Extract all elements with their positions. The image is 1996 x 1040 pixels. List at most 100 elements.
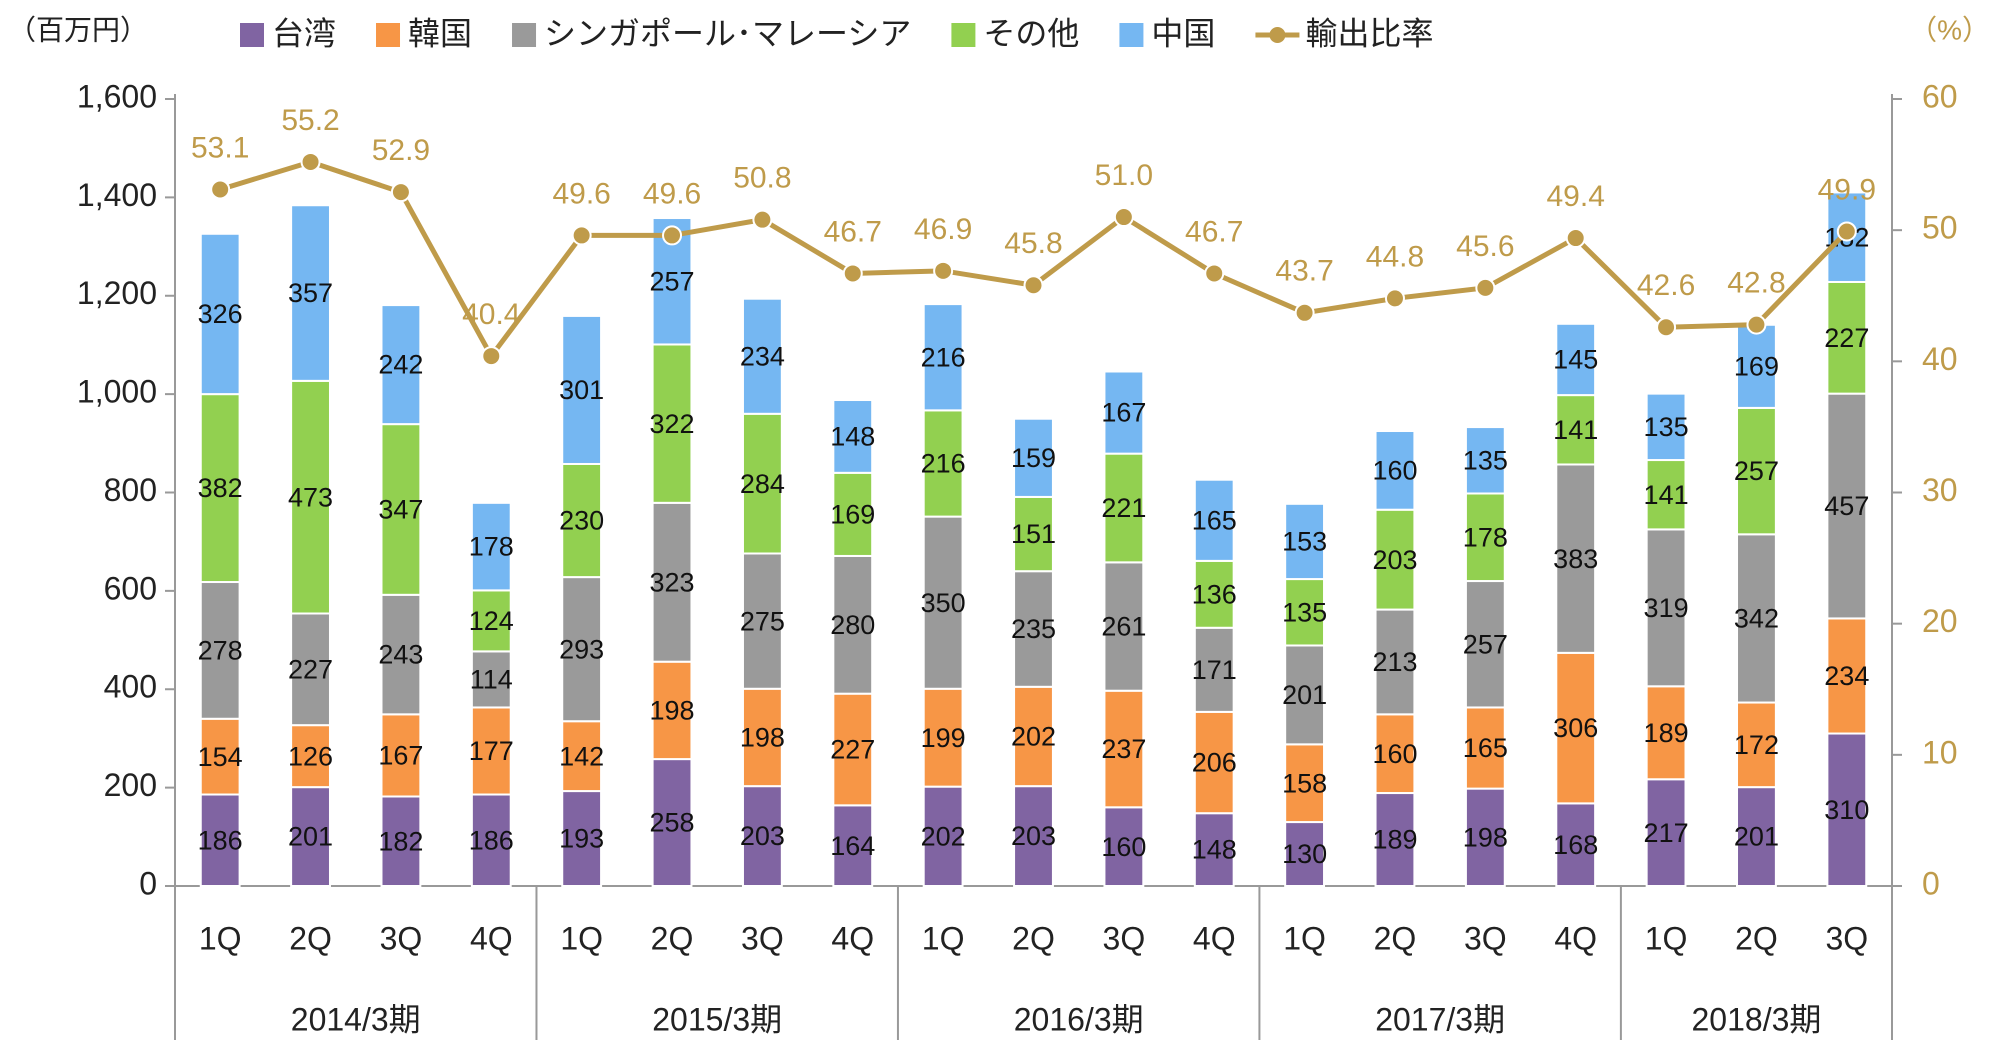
line-label: 49.6: [643, 177, 701, 210]
line-point: [571, 225, 592, 246]
bar-label: 203: [1372, 545, 1417, 575]
bar-segment: [922, 303, 964, 412]
bar-label: 135: [1644, 412, 1689, 442]
line-point: [1023, 275, 1044, 296]
y-tick-label: 1,400: [77, 177, 157, 213]
bar-segment: [470, 650, 512, 709]
line-label: 49.4: [1547, 180, 1605, 213]
bar-label: 189: [1372, 825, 1417, 855]
bar-label: 261: [1101, 612, 1146, 642]
bar-label: 167: [378, 741, 423, 771]
bar-segment: [470, 793, 512, 887]
bar-segment: [1555, 322, 1597, 397]
y-axis-label: （百万円）: [8, 14, 148, 45]
bar-segment: [1464, 580, 1506, 709]
bar-segment: [290, 379, 331, 615]
bar-label: 217: [1644, 818, 1689, 848]
bar-label: 306: [1553, 713, 1598, 743]
bar-segment: [922, 785, 964, 887]
legend-point: [1269, 27, 1286, 43]
line-point: [1475, 277, 1496, 298]
bar-label: 227: [288, 654, 333, 684]
x-tick-label: 1Q: [1645, 920, 1688, 956]
bar-label: 135: [1463, 445, 1508, 475]
bar-segment: [1645, 392, 1687, 462]
bar-label: 186: [198, 825, 243, 855]
bar-segment: [1736, 323, 1777, 409]
bar-segment: [199, 717, 241, 796]
bar-label: 198: [740, 723, 785, 753]
legend-swatch: [240, 23, 264, 47]
bar-label: 201: [1282, 680, 1327, 710]
legend-label: 輸出比率: [1305, 15, 1433, 51]
bar-label: 114: [470, 665, 513, 695]
y-tick-label: 1,200: [77, 275, 157, 311]
bar-segment: [1464, 492, 1506, 583]
bar-label: 243: [378, 640, 423, 670]
bar-segment: [1826, 732, 1868, 887]
bar-label: 172: [1734, 730, 1779, 760]
bar-label: 257: [649, 266, 694, 296]
bar-label: 242: [378, 350, 423, 380]
bar-label: 473: [288, 482, 333, 512]
line-point: [1384, 288, 1405, 309]
x-tick-label: 2Q: [651, 920, 694, 956]
line-label: 44.8: [1366, 240, 1424, 273]
bar-label: 216: [921, 342, 966, 372]
bar-label: 169: [1734, 351, 1779, 381]
bar-label: 148: [830, 422, 875, 452]
y-tick-label: 600: [104, 570, 157, 606]
bar-label: 221: [1101, 493, 1146, 523]
bar-label: 202: [1011, 722, 1056, 752]
x-tick-label: 3Q: [741, 920, 784, 956]
y2-tick-label: 40: [1922, 341, 1958, 377]
bar-label: 193: [559, 824, 604, 854]
bar-label: 357: [288, 278, 333, 308]
x-tick-label: 4Q: [831, 920, 874, 956]
bar-segment: [199, 581, 241, 720]
legend-swatch: [512, 23, 537, 47]
line-label: 53.1: [191, 131, 249, 164]
bar-label: 160: [1372, 455, 1417, 485]
bar-segment: [561, 790, 603, 887]
bar-segment: [1103, 806, 1145, 887]
bar-label: 124: [469, 606, 514, 636]
line-point: [1204, 263, 1225, 284]
bar-segment: [1374, 713, 1416, 795]
bar-segment: [380, 713, 422, 798]
bar-segment: [1284, 644, 1326, 746]
bar-segment: [199, 393, 241, 584]
bar-label: 216: [921, 449, 966, 479]
bar-segment: [199, 232, 241, 396]
bar-segment: [832, 804, 874, 888]
x-tick-label: 4Q: [470, 920, 513, 956]
x-tick-label: 2Q: [289, 920, 332, 956]
bar-segment: [1193, 710, 1235, 815]
bar-label: 135: [1282, 597, 1327, 627]
bar-label: 234: [740, 341, 785, 371]
bar-segment: [1103, 561, 1145, 692]
bar-segment: [832, 554, 874, 695]
group-label: 2014/3期: [291, 1001, 421, 1037]
bar-segment: [561, 576, 603, 723]
bar-label: 169: [830, 500, 875, 530]
bar-segment: [1193, 478, 1235, 562]
y-tick-label: 200: [104, 767, 157, 803]
line-label: 52.9: [372, 134, 430, 167]
bar-label: 202: [921, 821, 966, 851]
line-label: 45.8: [1004, 227, 1062, 260]
bar-label: 326: [198, 299, 243, 329]
bar-segment: [741, 785, 783, 887]
bar-segment: [832, 692, 874, 807]
y2-tick-label: 20: [1922, 603, 1958, 639]
bar-segment: [1464, 787, 1506, 888]
bar-label: 168: [1553, 830, 1598, 860]
x-tick-label: 4Q: [1193, 920, 1236, 956]
y-tick-label: 400: [104, 669, 157, 705]
bar-segment: [1645, 459, 1687, 531]
bar-label: 280: [830, 610, 875, 640]
line-label: 46.7: [824, 215, 882, 248]
bar-label: 382: [198, 473, 243, 503]
line-point: [1836, 221, 1857, 242]
line-label: 49.6: [552, 177, 610, 210]
